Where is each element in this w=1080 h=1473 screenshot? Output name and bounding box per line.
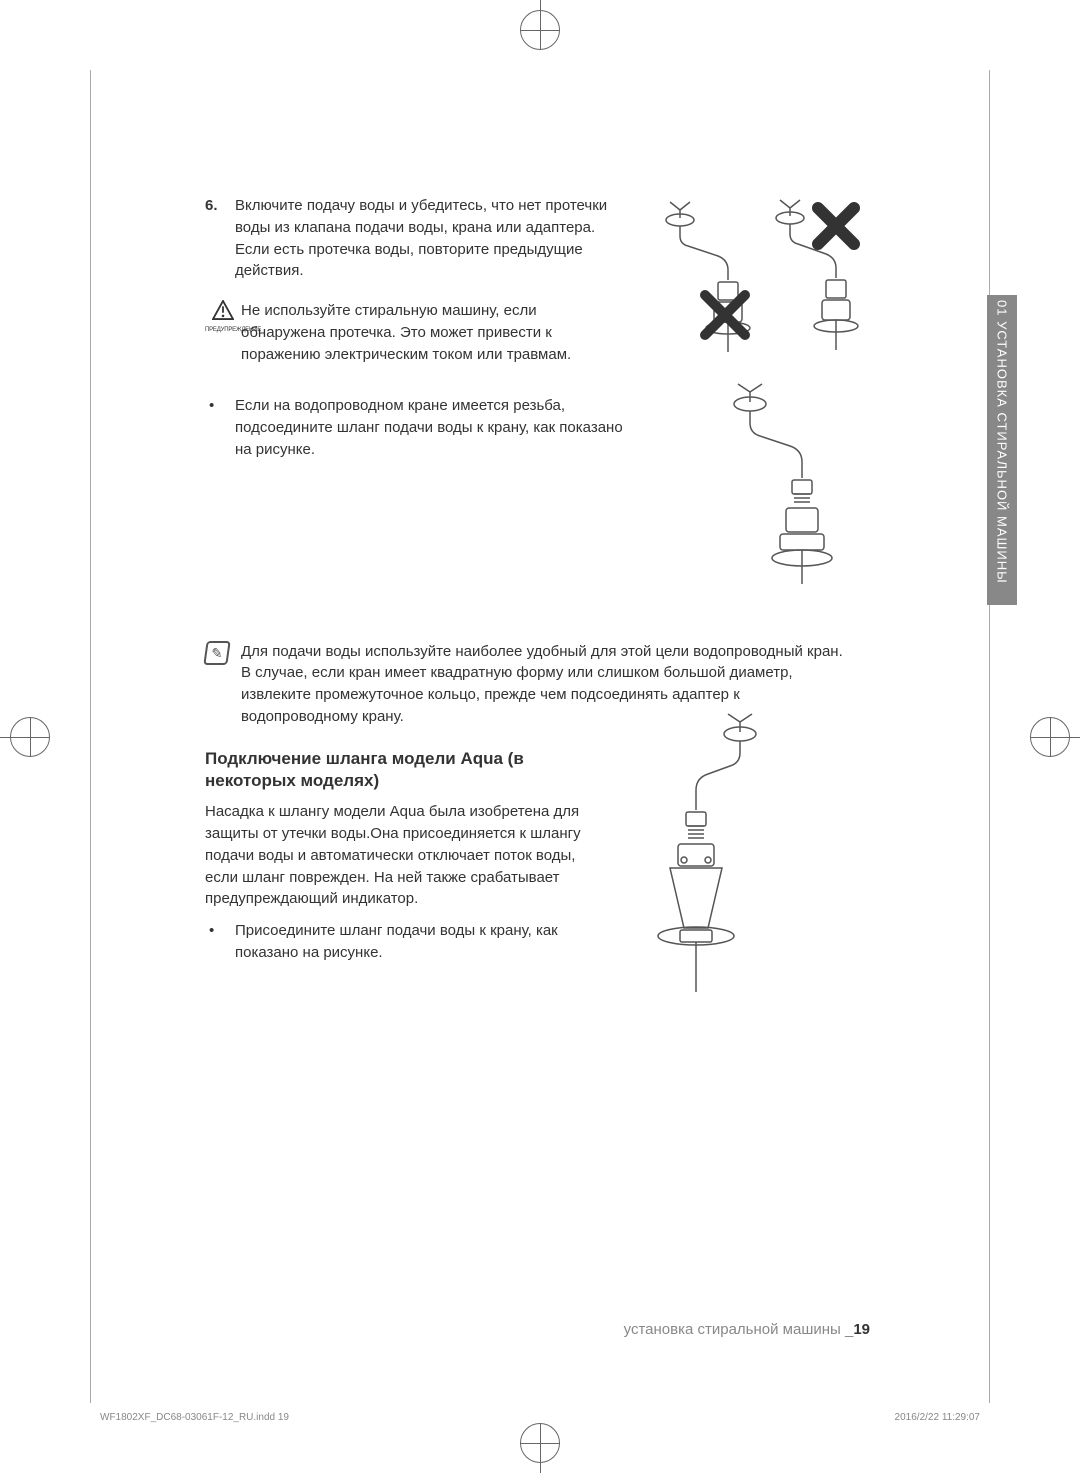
footer-page-number: 19 xyxy=(853,1321,870,1338)
footer-title-text: установка стиральной машины _ xyxy=(624,1321,854,1338)
step-6: 6. Включите подачу воды и убедитесь, что… xyxy=(205,195,625,282)
warning-label: ПРЕДУПРЕЖДЕНИЕ xyxy=(205,327,241,333)
crop-mark-top xyxy=(510,0,570,60)
warning-icon: ПРЕДУПРЕЖДЕНИЕ xyxy=(205,300,241,333)
warning-text: Не используйте стиральную машину, если о… xyxy=(241,300,625,365)
bullet-marker: • xyxy=(205,920,235,941)
note-text: Для подачи воды используйте наиболее удо… xyxy=(241,641,845,728)
bullet-text: Присоедините шланг подачи воды к крану, … xyxy=(235,920,625,964)
step-text: Включите подачу воды и убедитесь, что не… xyxy=(235,195,625,282)
note-block: ✎ Для подачи воды используйте наиболее у… xyxy=(205,641,845,728)
crop-mark-left xyxy=(0,707,60,767)
crop-mark-bottom xyxy=(510,1413,570,1473)
footer-file-info: WF1802XF_DC68-03061F-12_RU.indd 19 xyxy=(100,1412,289,1423)
bullet-text: Если на водопроводном кране имеется резь… xyxy=(235,395,625,460)
aqua-heading: Подключение шланга модели Aqua (в некото… xyxy=(205,748,605,794)
aqua-paragraph: Насадка к шлангу модели Aqua была изобре… xyxy=(205,801,605,910)
warning-block: ПРЕДУПРЕЖДЕНИЕ Не используйте стиральную… xyxy=(205,300,625,365)
crop-mark-right xyxy=(1020,707,1080,767)
bullet-aqua: • Присоедините шланг подачи воды к крану… xyxy=(205,920,625,964)
section-tab-label: 01 УСТАНОВКА СТИРАЛЬНОЙ МАШИНЫ xyxy=(992,300,1012,600)
bullet-threaded-tap: • Если на водопроводном кране имеется ре… xyxy=(205,395,625,460)
note-icon: ✎ xyxy=(205,641,241,665)
content-column: 6. Включите подачу воды и убедитесь, что… xyxy=(205,195,855,984)
step-number: 6. xyxy=(205,195,235,216)
bullet-marker: • xyxy=(205,395,235,416)
footer-timestamp: 2016/2/22 11:29:07 xyxy=(895,1412,980,1423)
page: 01 УСТАНОВКА СТИРАЛЬНОЙ МАШИНЫ xyxy=(0,0,1080,1473)
footer-section-title: установка стиральной машины _19 xyxy=(624,1321,870,1338)
